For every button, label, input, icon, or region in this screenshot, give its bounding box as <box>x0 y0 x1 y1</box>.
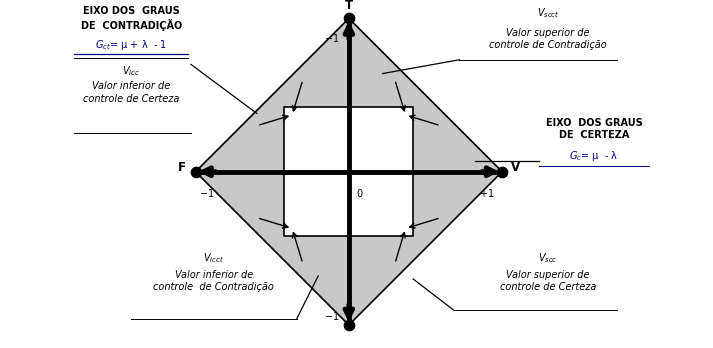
Text: $V_{icc}$: $V_{icc}$ <box>122 64 140 78</box>
Polygon shape <box>284 107 414 236</box>
Text: EIXO DOS  GRAUS
DE  CONTRADIÇÃO: EIXO DOS GRAUS DE CONTRADIÇÃO <box>81 6 182 31</box>
Text: $V_{scc}$: $V_{scc}$ <box>538 251 558 265</box>
Point <box>190 169 201 174</box>
Text: $-1$: $-1$ <box>198 187 214 199</box>
Text: $G_c$= μ  - λ: $G_c$= μ - λ <box>570 149 619 163</box>
Point <box>343 322 354 328</box>
Text: Valor inferior de
controle  de Contradição: Valor inferior de controle de Contradiçã… <box>153 270 275 292</box>
Point <box>496 169 508 174</box>
Text: Valor superior de
controle de Contradição: Valor superior de controle de Contradiçã… <box>489 27 607 50</box>
Text: $V_{scct}$: $V_{scct}$ <box>537 6 560 20</box>
Text: T: T <box>345 0 353 12</box>
Text: $-1$: $-1$ <box>324 310 339 322</box>
Point <box>343 16 354 21</box>
Text: $V_{icct}$: $V_{icct}$ <box>203 251 225 265</box>
Text: $0$: $0$ <box>356 187 364 199</box>
Text: EIXO  DOS GRAUS
DE  CERTEZA: EIXO DOS GRAUS DE CERTEZA <box>545 118 642 141</box>
Text: $-1$: $-1$ <box>324 32 339 44</box>
Text: $+1$: $+1$ <box>479 187 495 199</box>
Text: $G_{ct}$= μ + λ  - 1: $G_{ct}$= μ + λ - 1 <box>95 38 167 52</box>
Text: F: F <box>178 160 186 174</box>
Polygon shape <box>195 18 502 325</box>
Text: Valor inferior de
controle de Certeza: Valor inferior de controle de Certeza <box>83 81 180 104</box>
Text: V: V <box>511 160 520 174</box>
Text: Valor superior de
controle de Certeza: Valor superior de controle de Certeza <box>500 270 596 292</box>
